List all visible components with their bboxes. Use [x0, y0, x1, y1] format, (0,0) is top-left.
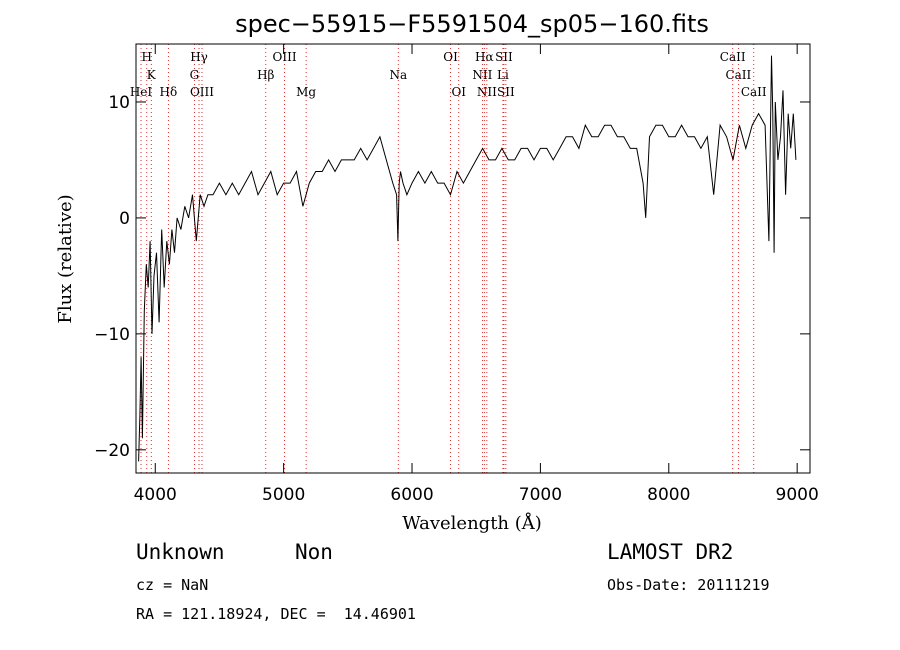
x-tick-label: 7000: [519, 485, 562, 505]
spectral-line-markers: [140, 44, 755, 473]
x-tick-label: 4000: [134, 485, 177, 505]
spectral-line-label: OIII: [190, 85, 214, 99]
y-tick-label: 0: [119, 209, 130, 229]
spectral-line-label: Hδ: [160, 85, 178, 99]
coordinates: RA = 121.18924, DEC = 14.46901: [136, 605, 416, 623]
spectral-line-label: CaII: [720, 50, 746, 64]
spectral-line-label: Na: [389, 68, 407, 82]
chart-title: spec−55915−F5591504_sp05−160.fits: [235, 10, 709, 38]
spectral-line-label: OI: [451, 85, 466, 99]
spectral-line-label: Hα: [475, 50, 494, 64]
spectral-line-label: CaII: [725, 68, 751, 82]
spectral-line-label: NII: [477, 85, 497, 99]
spectrum-series-line: [138, 55, 797, 462]
y-tick-label: −10: [94, 325, 130, 345]
spectral-line-label: Hγ: [190, 50, 208, 64]
x-axis-ticks: 4000 5000 6000 7000 8000 9000: [134, 44, 819, 505]
spectral-line-label: H: [142, 50, 152, 64]
observation-date: Obs-Date: 20111219: [607, 576, 770, 594]
y-axis-ticks: 10 0 −10 −20: [94, 93, 810, 461]
spectral-line-label: NII: [472, 68, 492, 82]
x-tick-label: 5000: [262, 485, 305, 505]
plot-frame: [135, 43, 811, 474]
spectral-line-label: SII: [495, 50, 513, 64]
x-tick-label: 6000: [390, 485, 433, 505]
x-axis-label: Wavelength (Å): [402, 512, 542, 534]
spectral-line-label: Li: [497, 68, 509, 82]
spectral-line-label: HeI: [130, 85, 153, 99]
x-tick-label: 8000: [647, 485, 690, 505]
survey-name: LAMOST DR2: [607, 540, 734, 564]
object-class: Unknown: [136, 540, 225, 564]
spectral-line-label: OI: [443, 50, 458, 64]
spectral-line-label: CaII: [741, 85, 767, 99]
y-tick-label: 10: [108, 93, 130, 113]
object-subclass: Non: [295, 540, 333, 564]
spectral-line-label: Hβ: [257, 68, 274, 82]
y-tick-label: −20: [94, 441, 130, 461]
y-axis-label: Flux (relative): [55, 194, 76, 323]
spectral-line-label: OIII: [273, 50, 297, 64]
spectral-line-label: K: [147, 68, 157, 82]
redshift-value: cz = NaN: [136, 576, 209, 594]
spectral-line-label: G: [190, 68, 200, 82]
x-tick-label: 9000: [776, 485, 819, 505]
spectral-line-label: Mg: [296, 85, 316, 99]
spectral-line-label: SII: [497, 85, 515, 99]
spectrum-chart: spec−55915−F5591504_sp05−160.fits HK HeI H…: [55, 10, 819, 534]
